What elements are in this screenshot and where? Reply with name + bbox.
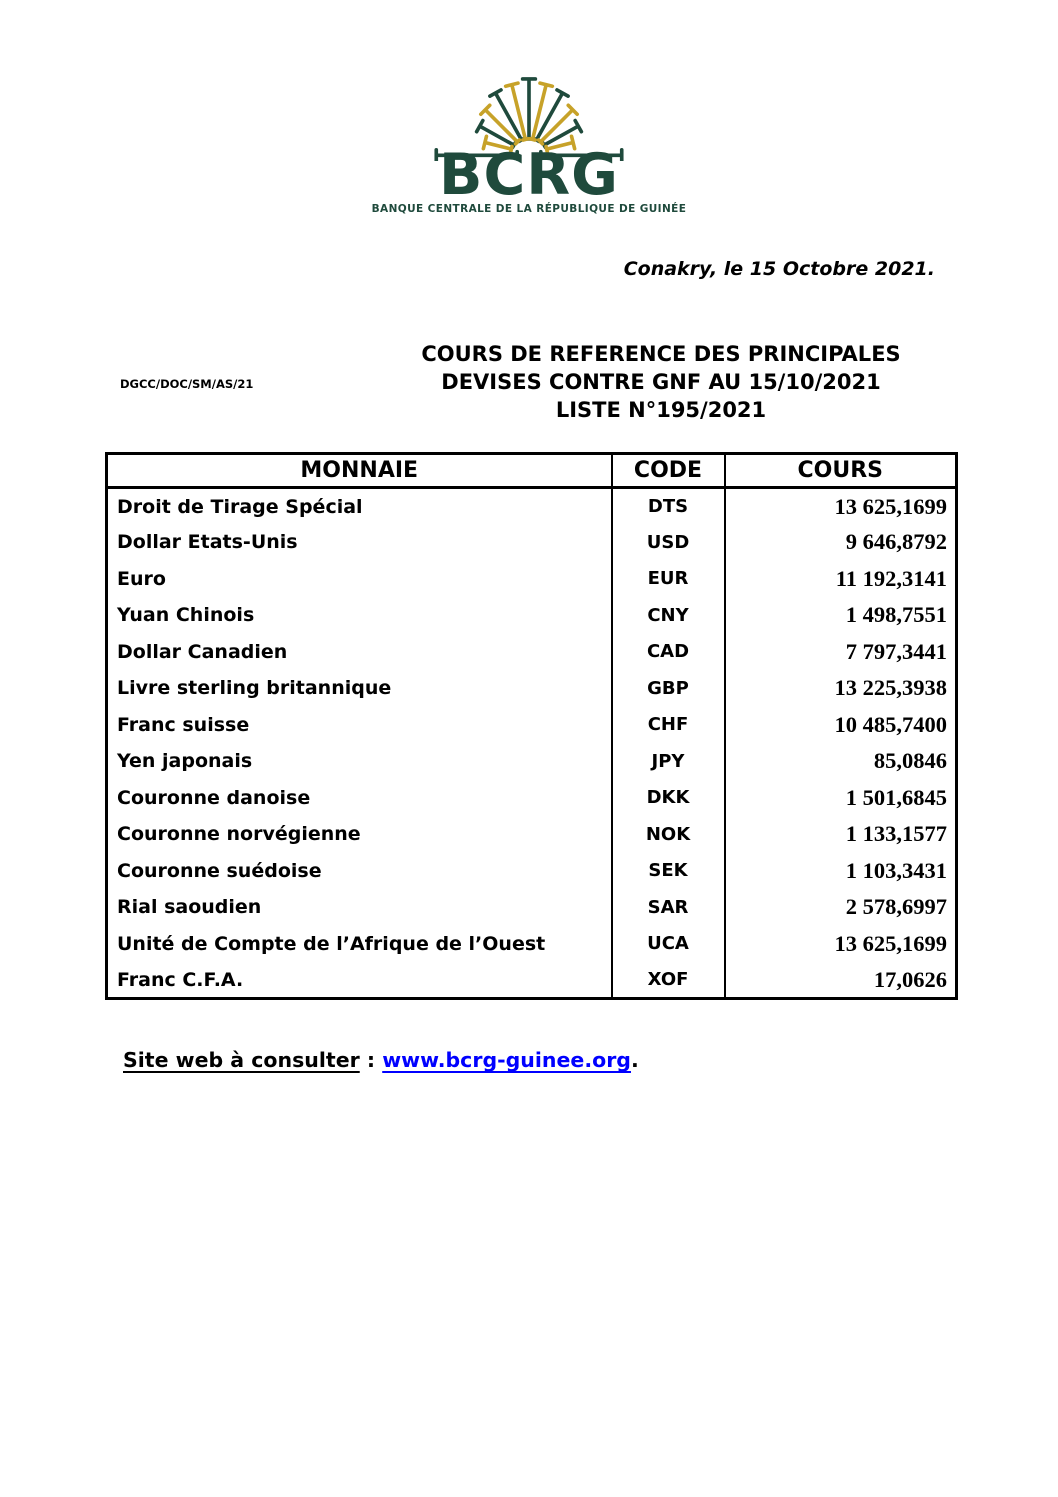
exchange-rate-cell: 1 103,3431 bbox=[845, 857, 947, 883]
column-header-code: CODE bbox=[610, 453, 726, 489]
website-label: Site web à consulter bbox=[123, 1048, 360, 1072]
table-row: Droit de Tirage Spécial DTS 13 625,1699 bbox=[107, 487, 957, 524]
sentence-period: . bbox=[630, 1048, 639, 1072]
exchange-rate-cell: 13 625,1699 bbox=[834, 493, 948, 519]
table-row: Euro EUR 11 192,3141 bbox=[107, 560, 957, 597]
currency-code-cell: GBP bbox=[610, 670, 726, 707]
table-row: Couronne danoise DKK 1 501,6845 bbox=[107, 779, 957, 816]
currency-name-cell: Euro bbox=[117, 567, 166, 590]
reference-number: DGCC/DOC/SM/AS/21 bbox=[120, 377, 254, 391]
table-row: Franc C.F.A. XOF 17,0626 bbox=[107, 962, 957, 999]
table-row: Rial saoudien SAR 2 578,6997 bbox=[107, 889, 957, 926]
exchange-rate-cell: 85,0846 bbox=[873, 748, 947, 774]
currency-code-cell: CAD bbox=[610, 633, 726, 670]
title-line-3: LISTE N°195/2021 bbox=[555, 398, 767, 422]
bcrg-logo-text: BCRG bbox=[439, 142, 619, 208]
table-row: Livre sterling britannique GBP 13 225,3938 bbox=[107, 670, 957, 707]
table-row: Franc suisse CHF 10 485,7400 bbox=[107, 706, 957, 743]
table-header-row: MONNAIE CODE COURS bbox=[106, 453, 957, 489]
currency-name-cell: Franc suisse bbox=[117, 713, 250, 736]
currency-name-cell: Yen japonais bbox=[117, 750, 253, 773]
exchange-rate-cell: 1 133,1577 bbox=[845, 821, 947, 847]
currency-code-cell: JPY bbox=[610, 743, 726, 780]
table-body: Droit de Tirage Spécial DTS 13 625,1699 Dol… bbox=[107, 487, 957, 999]
currency-code-cell: USD bbox=[610, 524, 726, 561]
exchange-rate-cell: 1 498,7551 bbox=[845, 602, 947, 628]
currency-name-cell: Couronne danoise bbox=[117, 786, 311, 809]
bcrg-logo: BCRG BANQUE CENTRALE DE LA RÉPUBLIQUE DE… bbox=[0, 66, 1058, 215]
document-title: COURS DE REFERENCE DES PRINCIPALES DEVIS… bbox=[331, 340, 991, 424]
currency-code-cell: EUR bbox=[610, 560, 726, 597]
currency-code-cell: SAR bbox=[610, 889, 726, 926]
table-row: Couronne suédoise SEK 1 103,3431 bbox=[107, 852, 957, 889]
currency-code-cell: DTS bbox=[610, 487, 726, 524]
colon-separator: : bbox=[359, 1048, 383, 1072]
table-row: Couronne norvégienne NOK 1 133,1577 bbox=[107, 816, 957, 853]
currency-name-cell: Yuan Chinois bbox=[117, 604, 255, 627]
title-line-2: DEVISES CONTRE GNF AU 15/10/2021 bbox=[441, 370, 881, 394]
table-row: Yen japonais JPY 85,0846 bbox=[107, 743, 957, 780]
currency-name-cell: Couronne norvégienne bbox=[117, 823, 361, 846]
exchange-rate-cell: 2 578,6997 bbox=[845, 894, 947, 920]
currency-name-cell: Rial saoudien bbox=[117, 896, 262, 919]
currency-code-cell: XOF bbox=[610, 962, 726, 999]
website-link[interactable]: www.bcrg-guinee.org bbox=[382, 1048, 631, 1072]
table-row: Dollar Canadien CAD 7 797,3441 bbox=[107, 633, 957, 670]
currency-name-cell: Franc C.F.A. bbox=[117, 968, 244, 991]
column-header-cours: COURS bbox=[724, 453, 957, 489]
column-header-monnaie: MONNAIE bbox=[106, 453, 612, 489]
currency-name-cell: Unité de Compte de l’Afrique de l’Ouest bbox=[117, 932, 546, 955]
exchange-rate-cell: 1 501,6845 bbox=[845, 784, 947, 810]
currency-name-cell: Couronne suédoise bbox=[117, 859, 322, 882]
currency-name-cell: Droit de Tirage Spécial bbox=[117, 495, 363, 518]
exchange-rate-cell: 13 225,3938 bbox=[834, 675, 948, 701]
currency-name-cell: Dollar Canadien bbox=[117, 640, 288, 663]
currency-code-cell: CHF bbox=[610, 706, 726, 743]
exchange-rate-cell: 10 485,7400 bbox=[834, 711, 948, 737]
table-row: Yuan Chinois CNY 1 498,7551 bbox=[107, 597, 957, 634]
table-row: Unité de Compte de l’Afrique de l’Ouest U… bbox=[107, 925, 957, 962]
exchange-rate-cell: 9 646,8792 bbox=[845, 529, 947, 555]
exchange-rate-cell: 7 797,3441 bbox=[845, 638, 947, 664]
currency-code-cell: NOK bbox=[610, 816, 726, 853]
exchange-rates-table: MONNAIE CODE COURS Droit de Tirage Spéci… bbox=[105, 452, 958, 1000]
website-note: Site web à consulter : www.bcrg-guinee.o… bbox=[123, 1048, 639, 1072]
currency-name-cell: Livre sterling britannique bbox=[117, 677, 392, 700]
bcrg-logo-subtitle: BANQUE CENTRALE DE LA RÉPUBLIQUE DE GUIN… bbox=[371, 203, 687, 215]
date-line: Conakry, le 15 Octobre 2021. bbox=[623, 258, 935, 280]
exchange-rate-cell: 11 192,3141 bbox=[835, 565, 947, 591]
currency-name-cell: Dollar Etats-Unis bbox=[117, 531, 298, 554]
currency-code-cell: DKK bbox=[610, 779, 726, 816]
currency-code-cell: CNY bbox=[610, 597, 726, 634]
currency-code-cell: UCA bbox=[610, 925, 726, 962]
exchange-rate-cell: 13 625,1699 bbox=[834, 930, 948, 956]
exchange-rate-cell: 17,0626 bbox=[873, 966, 947, 992]
currency-code-cell: SEK bbox=[610, 852, 726, 889]
table-row: Dollar Etats-Unis USD 9 646,8792 bbox=[107, 524, 957, 561]
bcrg-sunburst-icon bbox=[434, 77, 624, 161]
title-line-1: COURS DE REFERENCE DES PRINCIPALES bbox=[421, 342, 901, 366]
